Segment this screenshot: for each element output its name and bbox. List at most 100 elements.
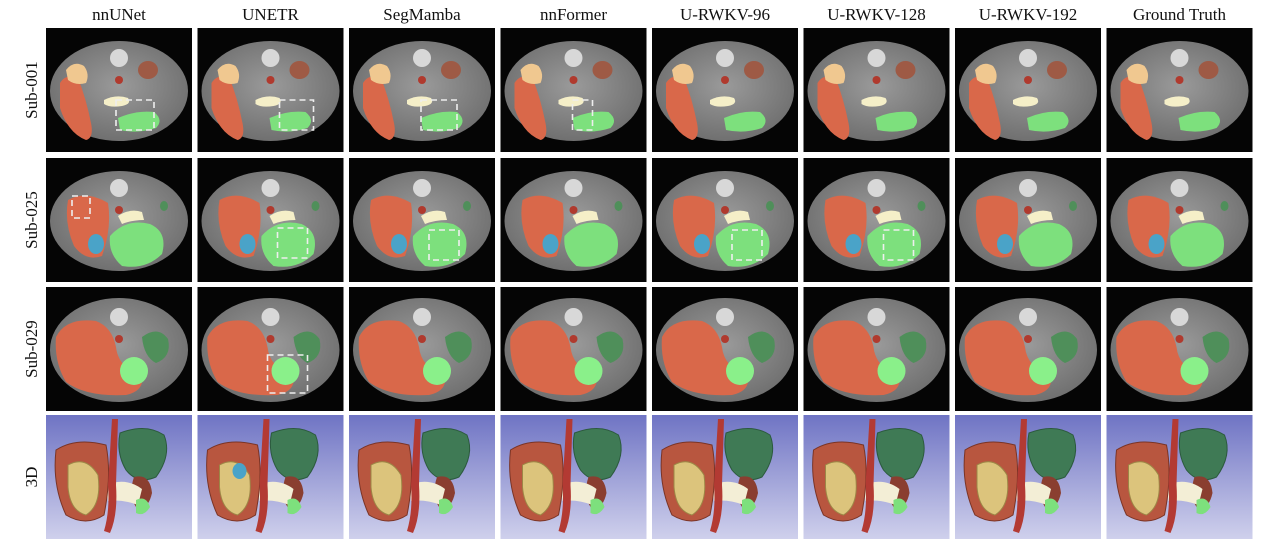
aorta-3d xyxy=(861,419,876,533)
stomach xyxy=(463,201,471,211)
spleen xyxy=(867,222,921,267)
row-label: Sub-001 xyxy=(22,61,41,119)
image-cell xyxy=(349,287,495,411)
stomach xyxy=(744,61,764,79)
image-cell xyxy=(803,158,950,282)
ct-spine xyxy=(1019,49,1037,67)
liver xyxy=(1116,320,1203,396)
row-label: Sub-029 xyxy=(22,320,41,378)
aorta xyxy=(569,206,578,214)
aorta-3d xyxy=(710,419,724,533)
pancreas xyxy=(407,96,433,107)
stomach xyxy=(289,61,310,79)
spleen-3d xyxy=(572,428,622,481)
spleen-3d xyxy=(421,428,471,481)
pancreas xyxy=(1178,210,1205,224)
spleen xyxy=(875,111,918,132)
aorta xyxy=(1175,335,1184,343)
aorta xyxy=(266,335,275,343)
liver xyxy=(514,76,547,140)
highlight-box xyxy=(420,99,458,131)
liver xyxy=(813,320,900,396)
spleen xyxy=(261,222,315,267)
stomach xyxy=(1220,201,1229,211)
stomach xyxy=(895,61,916,79)
image-cell xyxy=(46,158,192,282)
kidney-right-3d xyxy=(893,498,908,515)
image-cell xyxy=(652,415,798,539)
spleen xyxy=(877,357,906,385)
aorta xyxy=(418,206,426,214)
column-header: nnFormer xyxy=(540,5,607,24)
image-cell xyxy=(1106,28,1253,152)
ct-spine xyxy=(564,308,583,326)
stomach xyxy=(311,201,320,211)
image-cell xyxy=(500,158,647,282)
aorta xyxy=(1024,335,1032,343)
aorta xyxy=(418,76,426,84)
spleen xyxy=(1178,111,1221,132)
image-cell xyxy=(955,287,1101,411)
stomach xyxy=(1051,331,1078,363)
gallbladder-3d xyxy=(1128,461,1160,516)
ct-spine xyxy=(261,49,280,67)
stomach xyxy=(441,61,461,79)
gallbladder-3d xyxy=(825,461,857,516)
image-cell xyxy=(46,287,192,411)
ct-spine xyxy=(413,308,431,326)
spleen xyxy=(1170,222,1224,267)
highlight-box xyxy=(571,99,594,131)
image-cell xyxy=(500,28,647,152)
aorta xyxy=(872,335,881,343)
ct-spine xyxy=(867,308,886,326)
spleen xyxy=(564,222,618,267)
liver xyxy=(363,76,395,140)
aorta xyxy=(1175,76,1184,84)
column-header: Ground Truth xyxy=(1133,5,1227,24)
spleen-3d xyxy=(724,428,774,481)
stomach xyxy=(1202,331,1230,363)
ct-spine xyxy=(716,49,734,67)
liver xyxy=(666,76,698,140)
aorta-3d xyxy=(255,419,270,533)
kidney xyxy=(239,234,256,254)
aorta xyxy=(569,76,578,84)
spleen xyxy=(271,357,300,385)
aorta xyxy=(115,206,123,214)
liver xyxy=(55,320,143,396)
spleen xyxy=(1029,357,1057,385)
stomach xyxy=(592,61,613,79)
pancreas xyxy=(572,210,599,224)
gallbladder xyxy=(975,63,997,84)
ct-spine xyxy=(261,179,280,197)
column-header: SegMamba xyxy=(383,5,461,24)
image-cell xyxy=(1106,287,1253,411)
liver xyxy=(211,76,244,140)
row-label: Sub-025 xyxy=(22,191,41,249)
spleen xyxy=(421,111,463,132)
kidney xyxy=(997,234,1013,254)
aorta xyxy=(418,335,426,343)
spleen xyxy=(574,357,603,385)
liver xyxy=(661,320,749,396)
pancreas xyxy=(269,210,296,224)
gallbladder xyxy=(66,63,88,84)
pancreas xyxy=(255,96,281,107)
stomach xyxy=(766,201,774,211)
ct-spine xyxy=(413,179,431,197)
image-cell xyxy=(803,28,950,152)
stomach xyxy=(445,331,472,363)
aorta xyxy=(266,76,275,84)
kidney-right-3d xyxy=(1196,498,1211,515)
kidney-right-3d xyxy=(742,498,756,515)
image-cell xyxy=(652,158,798,282)
image-cell xyxy=(500,287,647,411)
image-cell xyxy=(1106,415,1253,539)
spleen xyxy=(109,222,164,267)
ct-spine xyxy=(1019,179,1037,197)
highlight-box xyxy=(276,227,309,259)
ct-spine xyxy=(110,179,128,197)
spleen xyxy=(724,111,766,132)
spleen xyxy=(726,357,754,385)
liver xyxy=(817,76,850,140)
